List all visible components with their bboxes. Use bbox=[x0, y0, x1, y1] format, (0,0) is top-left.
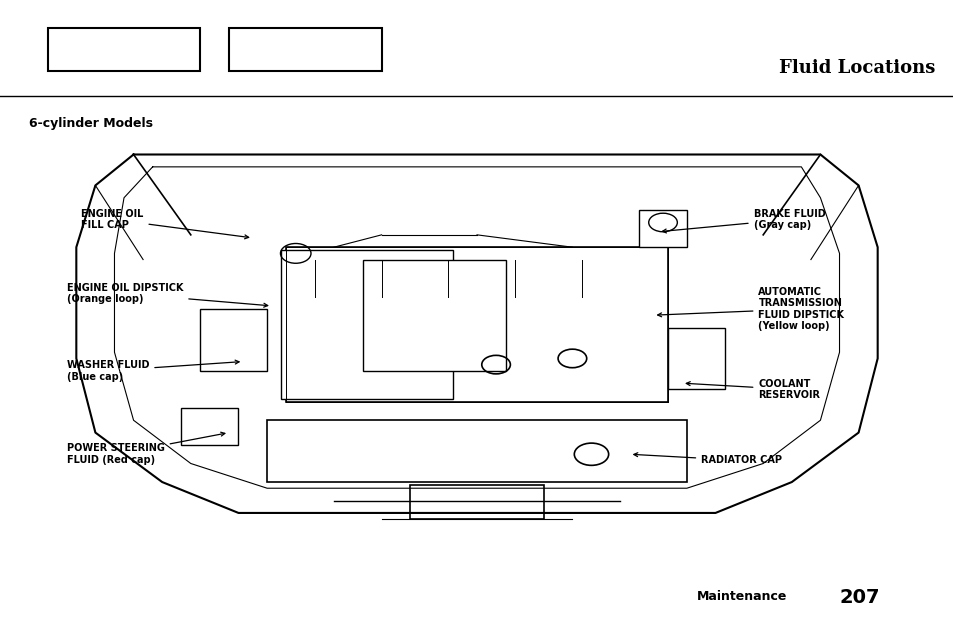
Bar bbox=[281, 250, 453, 399]
Text: 207: 207 bbox=[839, 588, 879, 607]
Bar bbox=[667, 328, 724, 389]
Text: WASHER FLUID
(Blue cap): WASHER FLUID (Blue cap) bbox=[67, 360, 239, 381]
Text: RADIATOR CAP: RADIATOR CAP bbox=[633, 453, 781, 465]
Bar bbox=[229, 28, 381, 71]
Bar bbox=[410, 485, 543, 519]
Text: COOLANT
RESERVOIR: COOLANT RESERVOIR bbox=[685, 379, 820, 400]
Bar bbox=[639, 210, 686, 247]
Text: Maintenance: Maintenance bbox=[696, 590, 786, 603]
Text: AUTOMATIC
TRANSMISSION
FLUID DIPSTICK
(Yellow loop): AUTOMATIC TRANSMISSION FLUID DIPSTICK (Y… bbox=[657, 287, 843, 331]
Text: ENGINE OIL DIPSTICK
(Orange loop): ENGINE OIL DIPSTICK (Orange loop) bbox=[67, 283, 268, 307]
Text: BRAKE FLUID
(Gray cap): BRAKE FLUID (Gray cap) bbox=[661, 209, 824, 233]
Text: 6-cylinder Models: 6-cylinder Models bbox=[29, 117, 152, 130]
Bar bbox=[267, 420, 686, 482]
Text: ENGINE OIL
FILL CAP: ENGINE OIL FILL CAP bbox=[81, 209, 249, 239]
Bar bbox=[362, 260, 505, 371]
Bar bbox=[286, 247, 667, 402]
Bar bbox=[48, 28, 200, 71]
Bar bbox=[181, 408, 238, 445]
Text: Fluid Locations: Fluid Locations bbox=[778, 59, 934, 77]
Text: POWER STEERING
FLUID (Red cap): POWER STEERING FLUID (Red cap) bbox=[67, 432, 225, 465]
Bar bbox=[200, 309, 267, 371]
